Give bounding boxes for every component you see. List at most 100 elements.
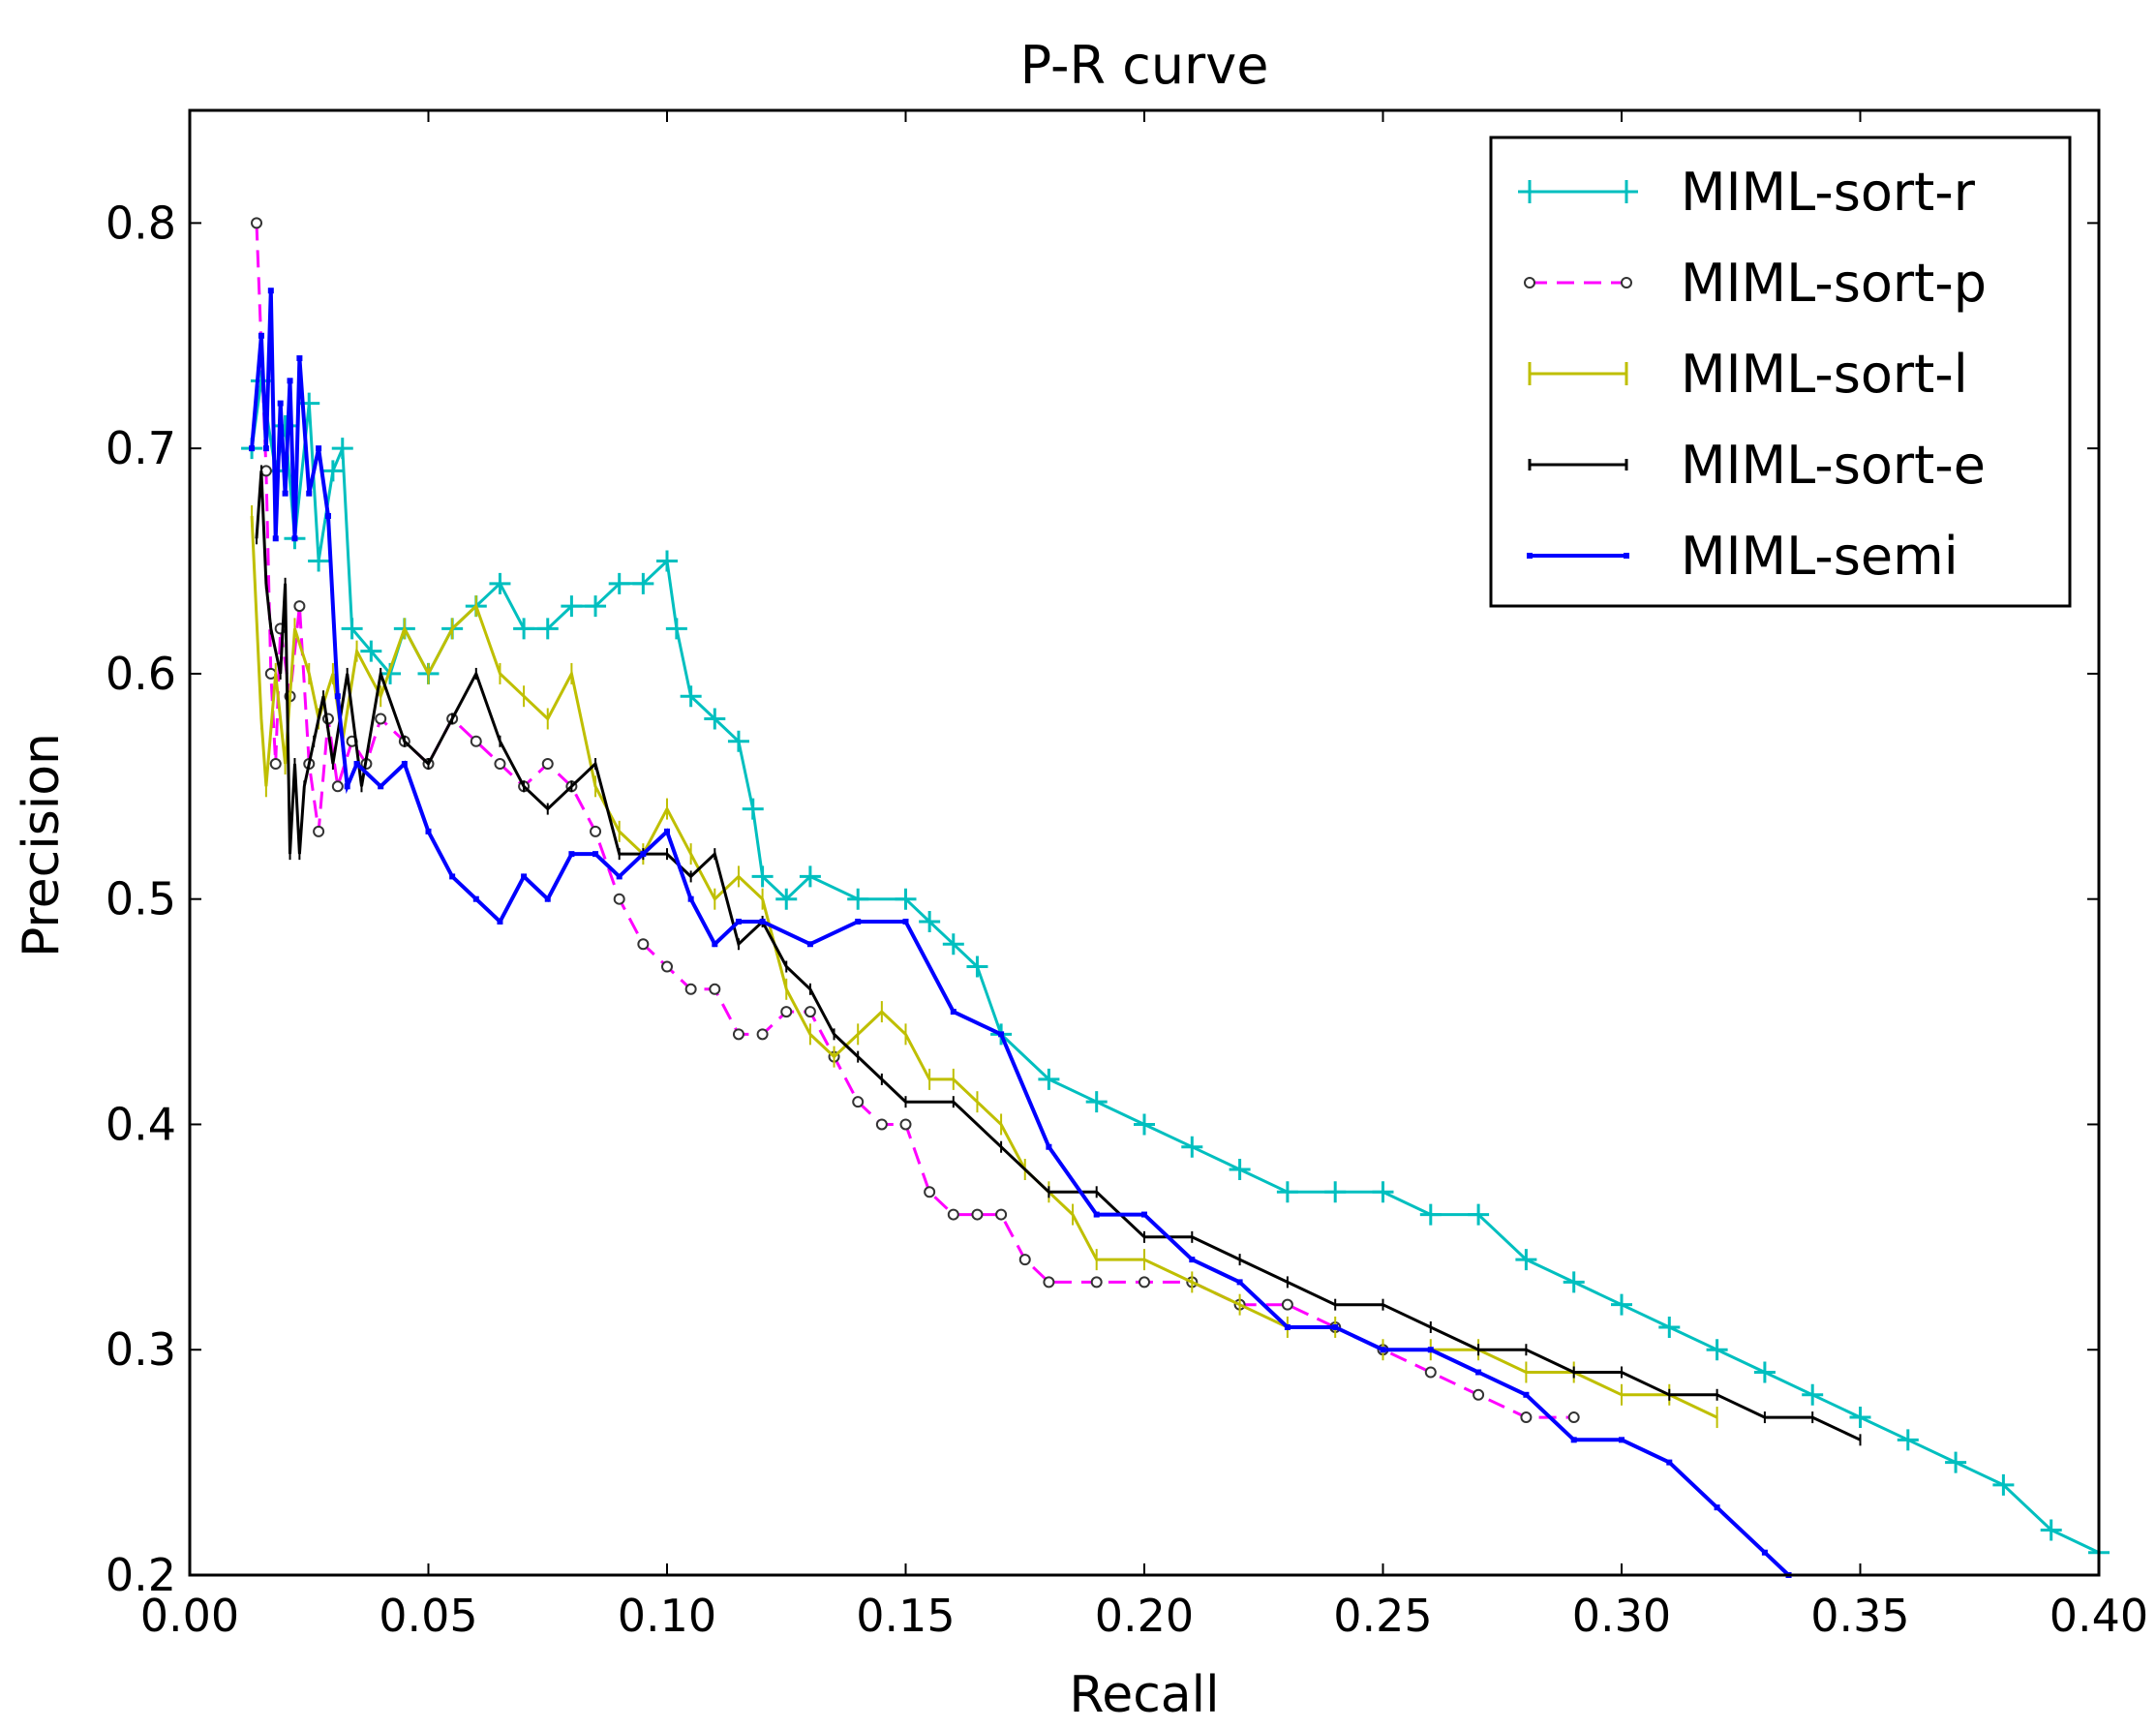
x-tick-label: 0.00: [140, 1590, 239, 1642]
data-point: [267, 288, 274, 294]
data-point: [425, 828, 432, 834]
y-tick-label: 0.3: [106, 1323, 176, 1376]
data-point: [544, 895, 551, 902]
data-point: [536, 618, 559, 640]
data-point: [656, 550, 678, 572]
data-point: [306, 490, 313, 497]
data-point: [1563, 1271, 1585, 1293]
data-point: [472, 895, 479, 902]
data-point: [401, 761, 408, 768]
series-miml-sort-e: [255, 465, 1862, 1446]
data-point: [293, 600, 306, 613]
data-point: [947, 1208, 959, 1221]
legend-marker: [1518, 180, 1541, 203]
data-point: [251, 217, 263, 229]
legend-swatch-miml-sort-l: [1528, 362, 1628, 385]
data-point: [895, 888, 917, 910]
data-point: [291, 535, 298, 542]
data-point: [513, 618, 535, 640]
data-point: [1018, 1254, 1031, 1266]
x-axis-label: Recall: [1069, 1666, 1219, 1724]
data-point: [521, 873, 528, 880]
data-point: [375, 713, 387, 725]
legend-marker: [1527, 553, 1533, 559]
data-point: [1523, 1391, 1530, 1398]
legend-swatch-miml-sort-p: [1524, 277, 1632, 288]
data-point: [1090, 1276, 1103, 1289]
data-point: [344, 783, 350, 790]
data-point: [804, 1006, 816, 1018]
series-line-miml-sort-e: [255, 470, 1862, 1441]
data-point: [494, 758, 506, 771]
data-point: [1658, 1316, 1681, 1338]
legend: MIML-sort-r MIML-sort-p MIML-sort-l MIML-so…: [1489, 136, 2072, 608]
data-point: [852, 1096, 865, 1108]
data-point: [360, 640, 382, 662]
data-point: [272, 535, 279, 542]
x-tick-label: 0.15: [856, 1590, 955, 1642]
data-point: [950, 1009, 957, 1016]
data-point: [308, 550, 330, 572]
data-point: [899, 1118, 912, 1131]
data-point: [751, 865, 774, 888]
plot-area-frame: [188, 108, 2101, 1577]
data-point: [590, 825, 602, 837]
data-point: [1332, 1323, 1339, 1330]
data-point: [875, 1118, 888, 1131]
data-point: [608, 572, 630, 594]
data-point: [287, 378, 293, 384]
data-point: [321, 460, 344, 482]
legend-marker: [1524, 277, 1535, 288]
x-tick-label: 0.10: [618, 1590, 716, 1642]
data-point: [568, 851, 575, 858]
data-point: [759, 918, 766, 925]
data-point: [334, 693, 341, 700]
data-point: [847, 888, 869, 910]
data-point: [331, 438, 353, 460]
data-point: [378, 783, 384, 790]
ticks-layer: 0.00 0.05 0.10 0.15 0.20 0.25 0.30 0.35 0.40 0.2 0…: [106, 110, 2148, 1642]
legend-swatch-miml-semi: [1527, 553, 1629, 559]
data-point: [470, 735, 482, 747]
data-point: [1229, 1159, 1251, 1181]
data-point: [1897, 1429, 1919, 1451]
data-point: [1714, 1504, 1720, 1511]
legend-swatch-miml-sort-e: [1528, 459, 1628, 470]
data-point: [449, 873, 456, 880]
data-point: [775, 888, 798, 910]
data-point: [1570, 1437, 1577, 1443]
data-point: [1761, 1549, 1768, 1556]
x-tick-label: 0.25: [1333, 1590, 1432, 1642]
legend-label-miml-sort-l: MIML-sort-l: [1681, 344, 1968, 405]
y-tick-label: 0.7: [106, 422, 176, 474]
data-point: [971, 1208, 984, 1221]
data-point: [1139, 1276, 1150, 1289]
data-point: [541, 758, 554, 771]
data-point: [1802, 1383, 1824, 1406]
data-point: [1189, 1257, 1196, 1263]
y-tick-label: 0.6: [106, 648, 176, 700]
data-point: [855, 918, 862, 925]
data-point: [680, 685, 702, 708]
data-point: [942, 933, 964, 956]
data-point: [1611, 1293, 1632, 1316]
legend-label-miml-sort-r: MIML-sort-r: [1681, 162, 1976, 223]
data-point: [661, 960, 673, 973]
data-point: [616, 873, 623, 880]
data-point: [1380, 1347, 1386, 1353]
x-tick-label: 0.30: [1572, 1590, 1671, 1642]
data-point: [497, 918, 503, 925]
data-point: [665, 618, 687, 640]
data-point: [1324, 1181, 1347, 1203]
data-point: [613, 893, 625, 905]
legend-marker: [1624, 553, 1629, 559]
data-point: [995, 1208, 1008, 1221]
data-point: [687, 895, 694, 902]
legend-swatch-miml-sort-r: [1518, 180, 1638, 203]
y-tick-label: 0.5: [106, 873, 176, 925]
data-point: [1515, 1249, 1537, 1271]
data-point: [1619, 1437, 1625, 1443]
data-point: [735, 918, 742, 925]
data-point: [282, 490, 288, 497]
data-point: [924, 1186, 936, 1198]
